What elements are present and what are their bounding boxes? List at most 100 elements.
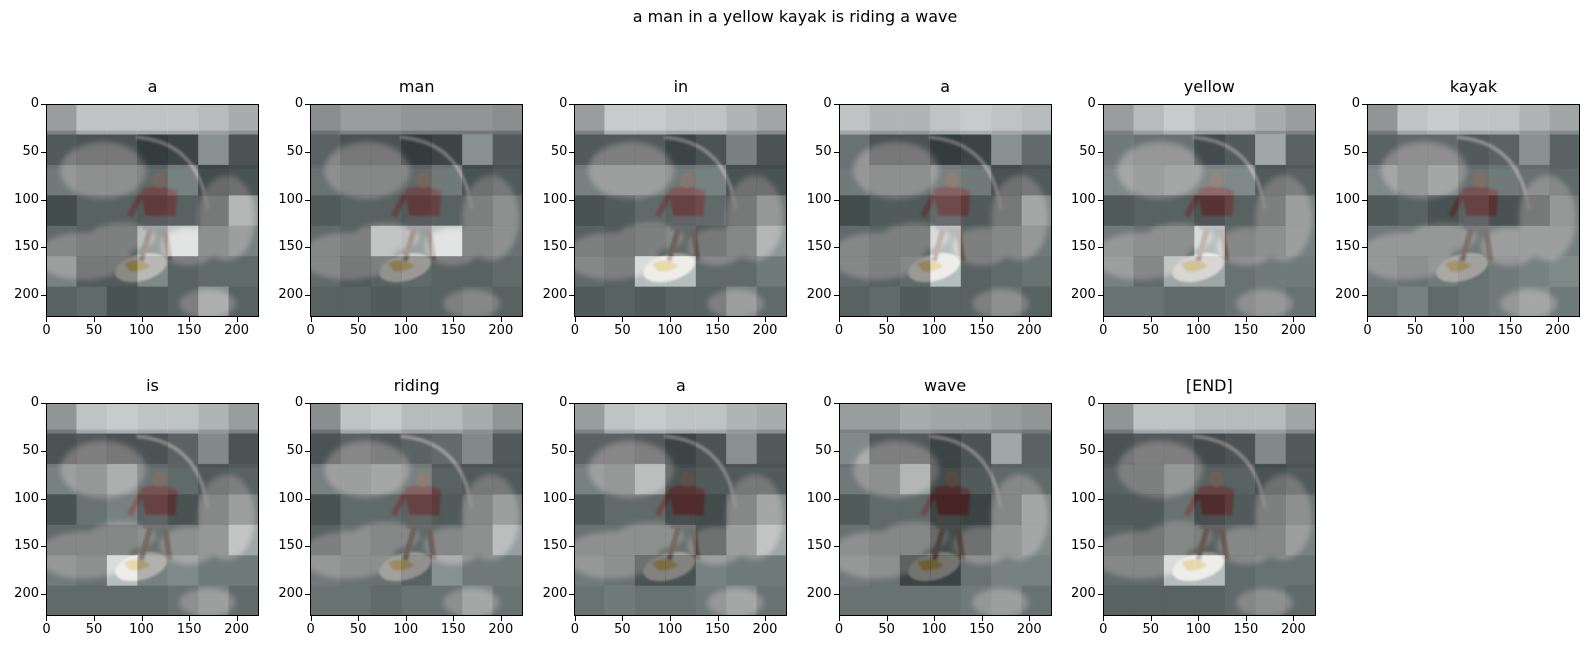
attention-cell xyxy=(1397,256,1429,287)
attention-cell xyxy=(1367,195,1398,226)
attention-cell xyxy=(929,195,961,226)
x-tick-label: 50 xyxy=(1142,323,1160,338)
attention-cell xyxy=(574,225,606,257)
attention-cell xyxy=(574,256,606,287)
attention-cell xyxy=(1254,164,1286,196)
x-tick xyxy=(1557,317,1559,322)
attention-cell xyxy=(106,134,138,166)
attention-cell xyxy=(960,433,992,465)
attention-cell xyxy=(198,403,229,434)
x-tick-label: 50 xyxy=(349,323,367,338)
attention-cell xyxy=(726,585,758,616)
attention-cell xyxy=(431,524,463,556)
attention-cell xyxy=(756,134,788,166)
y-tick xyxy=(1097,152,1103,154)
attention-cell xyxy=(462,134,494,166)
attention-cell xyxy=(46,585,77,616)
attention-cell xyxy=(665,195,697,226)
y-tick-label: 200 xyxy=(542,286,568,302)
attention-cell xyxy=(1194,164,1225,196)
x-tick-label: 0 xyxy=(306,323,315,338)
x-tick xyxy=(886,317,888,322)
attention-cell xyxy=(340,195,372,226)
attention-cell xyxy=(1285,195,1316,226)
attention-cell xyxy=(340,104,372,135)
attention-cell xyxy=(960,403,992,434)
x-tick xyxy=(1029,317,1031,322)
attention-cell xyxy=(574,463,606,495)
attention-cell xyxy=(990,555,1022,586)
attention-cell xyxy=(1397,286,1429,317)
y-tick xyxy=(305,593,311,595)
attention-cell xyxy=(1285,256,1316,287)
attention-cell xyxy=(1102,164,1134,196)
attention-cell xyxy=(371,104,402,135)
y-tick xyxy=(1097,546,1103,548)
x-tick xyxy=(236,317,238,322)
attention-cell xyxy=(1021,164,1052,196)
x-tick xyxy=(1510,317,1512,322)
attention-cell xyxy=(665,104,697,135)
attention-cell xyxy=(198,256,229,287)
attention-cell xyxy=(167,256,199,287)
attention-cell xyxy=(1194,195,1225,226)
attention-cell xyxy=(1427,134,1459,166)
attention-cell xyxy=(869,104,900,135)
attention-cell xyxy=(604,195,636,226)
attention-cell xyxy=(340,555,372,586)
y-tick xyxy=(41,403,46,405)
attention-cell xyxy=(1163,463,1195,495)
x-tick xyxy=(46,317,48,322)
attention-cell xyxy=(869,555,900,586)
attention-cell xyxy=(990,585,1022,616)
panel-title: wave xyxy=(923,376,967,395)
x-tick-label: 0 xyxy=(42,622,51,637)
attention-cell xyxy=(1102,463,1134,495)
attention-cell xyxy=(76,585,108,616)
y-tick xyxy=(41,546,46,548)
attention-cell xyxy=(1488,134,1520,166)
attention-cell xyxy=(665,256,697,287)
panel-title: kayak xyxy=(1449,77,1498,96)
y-tick xyxy=(41,294,46,296)
attention-cell xyxy=(1519,134,1550,166)
attention-cell xyxy=(1285,164,1316,196)
attention-cell xyxy=(929,403,961,434)
attention-panel: yellow 0 50 100 150 200 0 50 100 150 200 xyxy=(1071,77,1316,338)
attention-cell xyxy=(574,164,606,196)
attention-cell xyxy=(635,225,666,257)
attention-cell xyxy=(1488,256,1520,287)
attention-cell xyxy=(431,134,463,166)
attention-cell xyxy=(838,524,870,556)
y-tick xyxy=(569,546,575,548)
attention-cell xyxy=(604,164,636,196)
attention-cell xyxy=(167,104,199,135)
attention-cell xyxy=(1163,225,1195,257)
attention-cell xyxy=(1224,225,1256,257)
attention-cell xyxy=(1194,463,1225,495)
attention-cell xyxy=(462,195,494,226)
attention-cell xyxy=(1427,225,1459,257)
attention-cell xyxy=(665,463,697,495)
y-tick-label: 200 xyxy=(278,585,304,601)
attention-cell xyxy=(106,555,138,586)
attention-cell xyxy=(340,286,372,317)
x-tick-label: 100 xyxy=(1185,622,1211,637)
attention-cell xyxy=(1133,286,1164,317)
x-tick xyxy=(405,317,407,322)
attention-cell xyxy=(167,286,199,317)
y-tick xyxy=(569,451,575,453)
attention-cell xyxy=(106,104,138,135)
attention-cell xyxy=(899,195,931,226)
x-tick xyxy=(358,616,360,621)
attention-cell xyxy=(492,104,524,135)
attention-cell xyxy=(228,524,259,556)
attention-cell xyxy=(198,585,229,616)
attention-cell xyxy=(726,164,758,196)
y-tick-label: 0 xyxy=(1087,96,1096,112)
y-tick xyxy=(833,546,839,548)
attention-cell xyxy=(960,134,992,166)
attention-cell xyxy=(1367,164,1398,196)
x-tick xyxy=(717,616,719,621)
attention-cell xyxy=(462,104,494,135)
